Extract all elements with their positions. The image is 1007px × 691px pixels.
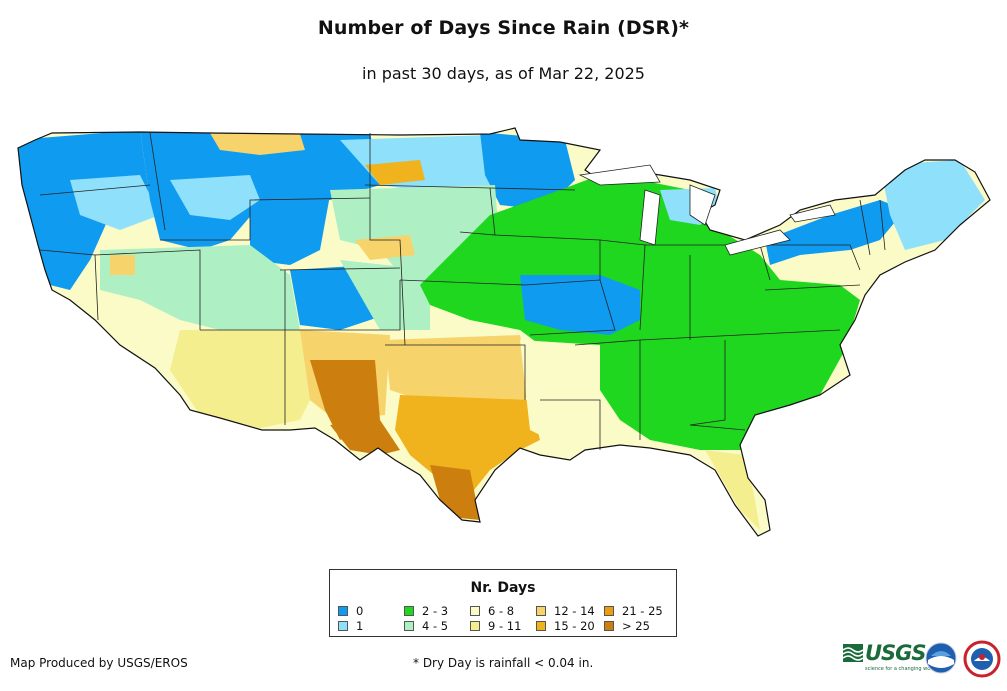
map-subtitle: in past 30 days, as of Mar 22, 2025	[362, 64, 645, 83]
credit-text: Map Produced by USGS/EROS	[10, 656, 188, 670]
usgs-wave-icon	[843, 644, 863, 662]
legend-title: Nr. Days	[470, 580, 536, 596]
legend-label: 4 - 5	[422, 619, 449, 633]
legend-label: > 25	[622, 619, 650, 633]
legend-item: 1	[338, 619, 363, 633]
legend-item: 9 - 11	[470, 619, 521, 633]
legend-label: 2 - 3	[422, 604, 449, 618]
legend-item: 0	[338, 604, 363, 618]
legend-item: 2 - 3	[404, 604, 448, 618]
legend-label: 21 - 25	[622, 604, 663, 618]
legend-label: 9 - 11	[488, 619, 522, 633]
legend-label: 12 - 14	[554, 604, 595, 618]
legend-item: 12 - 14	[536, 604, 595, 618]
legend-swatch	[404, 606, 414, 616]
dry-day-note: * Dry Day is rainfall < 0.04 in.	[413, 656, 594, 670]
legend-swatch	[536, 606, 546, 616]
legend-label: 15 - 20	[554, 619, 595, 633]
legend-swatch	[470, 621, 480, 631]
legend-swatch	[604, 621, 614, 631]
great-lakes	[578, 164, 836, 256]
state-boundaries	[39, 132, 886, 450]
usgs-logo: USGS science for a changing world	[843, 641, 937, 672]
legend-swatch	[338, 606, 348, 616]
legend-label: 6 - 8	[488, 604, 515, 618]
legend-item: 21 - 25	[604, 604, 663, 618]
usgs-tagline: science for a changing world	[865, 666, 937, 672]
us-dsr-map	[17, 127, 991, 537]
legend-swatch	[470, 606, 480, 616]
legend-item: 4 - 5	[404, 619, 448, 633]
legend-item: 15 - 20	[536, 619, 595, 633]
legend-label: 1	[356, 619, 364, 633]
legend-swatch	[536, 621, 546, 631]
legend-swatch	[404, 621, 414, 631]
legend: Nr. Days 0 1 2 - 3 4 - 5 6 - 8 9 - 11 12…	[329, 569, 677, 637]
legend-item: > 25	[604, 619, 650, 633]
legend-swatch	[604, 606, 614, 616]
usgs-logo-text: USGS	[865, 641, 927, 665]
noaa-logo-icon	[925, 642, 957, 674]
nws-logo-icon	[963, 640, 1001, 678]
map-title: Number of Days Since Rain (DSR)*	[317, 17, 690, 39]
precip-zones	[18, 128, 990, 536]
legend-item: 6 - 8	[470, 604, 514, 618]
legend-swatch	[338, 621, 348, 631]
legend-label: 0	[356, 604, 364, 618]
